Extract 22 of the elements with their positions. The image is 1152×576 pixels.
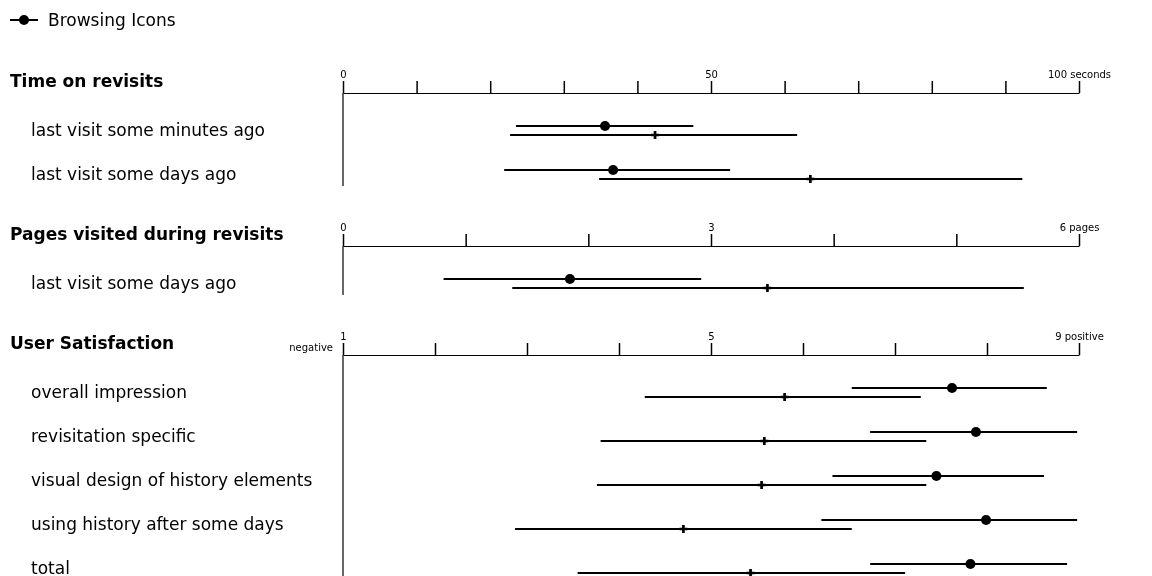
y-tick-label: revisitation specific bbox=[31, 426, 196, 446]
x-tick-label: 0 bbox=[340, 222, 347, 233]
text: Pages visited during revisits bbox=[10, 224, 284, 244]
x-tick-label: 50 bbox=[705, 69, 718, 80]
y-tick-label: last visit some minutes ago bbox=[31, 120, 266, 140]
y-tick-label: last visit some days ago bbox=[31, 273, 237, 293]
legend-label: Browsing Icons bbox=[48, 10, 176, 30]
x-tick-label: 1 bbox=[340, 331, 347, 342]
x-tick-label: 9 positive bbox=[1055, 331, 1104, 342]
x-tick-label: 100 seconds bbox=[1047, 69, 1112, 80]
y-tick-label: total bbox=[31, 558, 70, 576]
x-tick-label: 3 bbox=[708, 222, 715, 233]
y-tick-label: overall impression bbox=[31, 382, 187, 402]
text: User Satisfaction bbox=[10, 333, 175, 353]
y-tick-label: last visit some days ago bbox=[31, 164, 237, 184]
y-tick-label: visual design of history elements bbox=[31, 470, 313, 490]
x-tick-label: 0 bbox=[340, 69, 347, 80]
x-tick-label: 5 bbox=[708, 331, 715, 342]
text: negative bbox=[289, 342, 333, 353]
text: Time on revisits bbox=[10, 71, 164, 91]
y-tick-label: using history after some days bbox=[31, 514, 284, 534]
x-tick-label: 6 pages bbox=[1059, 222, 1100, 233]
